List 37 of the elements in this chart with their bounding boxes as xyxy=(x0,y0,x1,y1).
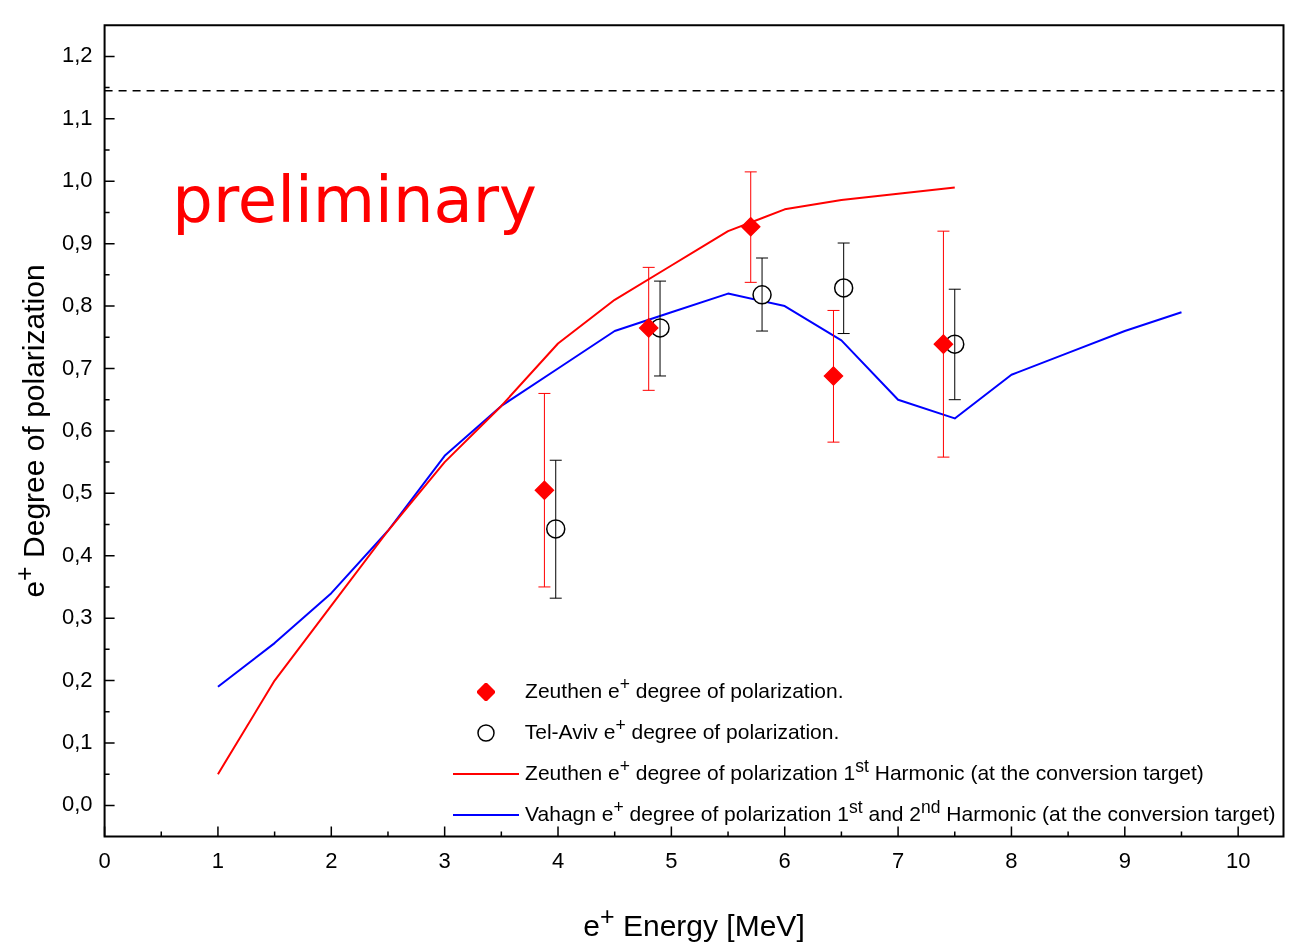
x-tick-label: 1 xyxy=(211,847,225,873)
y-tick-label: 1,0 xyxy=(61,167,93,193)
x-tick-label: 3 xyxy=(438,847,451,873)
x-tick-label: 5 xyxy=(665,847,678,873)
point xyxy=(833,278,854,298)
x-tick-label: 7 xyxy=(891,847,905,873)
point xyxy=(823,366,844,386)
point xyxy=(933,334,954,354)
point xyxy=(740,217,761,237)
y-tick-label: 0,6 xyxy=(61,416,93,442)
y-tick-label: 0,9 xyxy=(61,229,93,255)
y-tick-label: 0,0 xyxy=(61,791,93,817)
point xyxy=(534,480,555,500)
point xyxy=(638,318,659,338)
x-tick-label: 8 xyxy=(1005,847,1018,873)
y-tick-label: 0,3 xyxy=(61,604,93,630)
x-tick-label: 4 xyxy=(551,847,565,873)
x-axis-title: e$^{+}$ Energy [MeV] xyxy=(582,902,806,943)
legend-label: Vahagn e$^{+}$ degree of polarization 1$^{st}$ and 2$^{nd}$ Harmonic (at the conversion target) xyxy=(525,796,1276,825)
y-tick-label: 1,1 xyxy=(61,104,93,130)
y-tick-label: 0,1 xyxy=(61,729,93,755)
y-tick-label: 0,4 xyxy=(61,541,93,567)
legend-label: Zeuthen e$^{+}$ degree of polarization 1$^{st}$ Harmonic (at the conversion target) xyxy=(525,755,1204,784)
y-tick-label: 0,8 xyxy=(61,292,93,318)
x-tick-label: 2 xyxy=(325,847,338,873)
legend-label: Tel-Aviv e$^{+}$ degree of polarization. xyxy=(524,714,840,743)
legend-label: Zeuthen e$^{+}$ degree of polarization. xyxy=(525,673,844,702)
y-tick-label: 1,2 xyxy=(61,42,93,68)
y-tick-label: 0,2 xyxy=(61,666,93,692)
x-tick-label: 10 xyxy=(1225,847,1251,873)
point xyxy=(546,519,566,539)
x-tick-label: 6 xyxy=(778,847,791,873)
annotation: preliminary xyxy=(172,162,537,237)
x-tick-label: 9 xyxy=(1118,847,1131,873)
x-tick-label: 0 xyxy=(98,847,111,873)
y-tick-label: 0,5 xyxy=(61,479,93,505)
y-tick-label: 0,7 xyxy=(61,354,93,380)
